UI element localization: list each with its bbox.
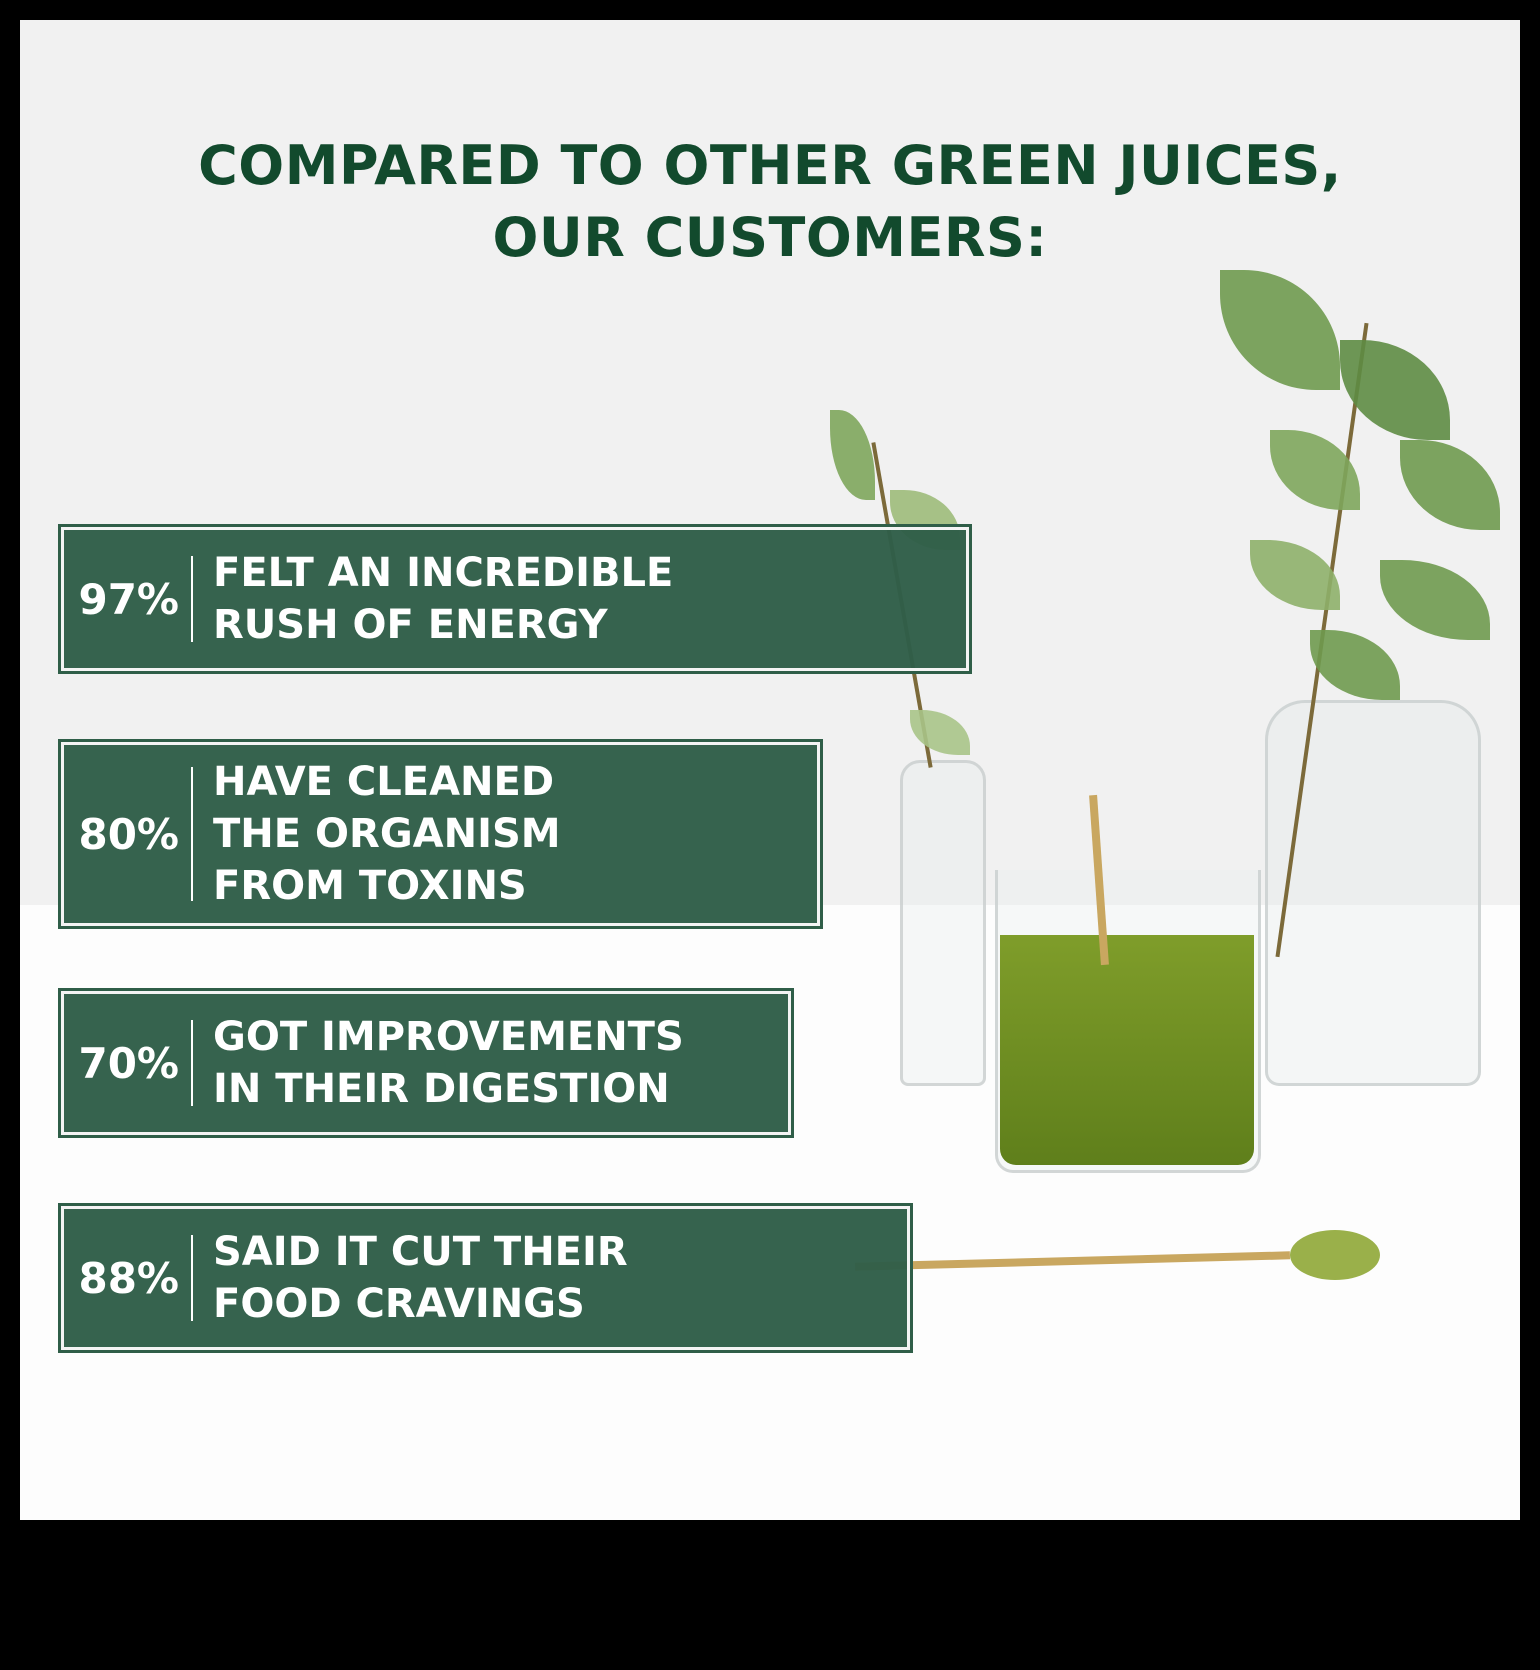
stat-line: FELT AN INCREDIBLE	[213, 550, 674, 596]
stat-box-energy: 97% FELT AN INCREDIBLE RUSH OF ENERGY	[58, 524, 972, 674]
water-jar-image	[1265, 700, 1481, 1086]
leaf	[1400, 440, 1500, 530]
leaf	[1380, 560, 1490, 640]
stat-line: FROM TOXINS	[213, 863, 527, 909]
headline: COMPARED TO OTHER GREEN JUICES, OUR CUST…	[20, 130, 1520, 274]
leaf	[1340, 340, 1450, 440]
infographic: COMPARED TO OTHER GREEN JUICES, OUR CUST…	[20, 20, 1520, 1520]
stat-percent: 80%	[78, 809, 179, 859]
leaf	[1250, 540, 1340, 610]
stat-text: GOT IMPROVEMENTS IN THEIR DIGESTION	[193, 1011, 684, 1115]
leaf	[910, 710, 970, 755]
leaf	[1270, 430, 1360, 510]
glass-bottle-image	[900, 760, 986, 1086]
stat-line: THE ORGANISM	[213, 811, 561, 857]
divider	[191, 556, 193, 642]
leaf	[1310, 630, 1400, 700]
stat-text: FELT AN INCREDIBLE RUSH OF ENERGY	[193, 547, 673, 651]
stat-box-cravings: 88% SAID IT CUT THEIR FOOD CRAVINGS	[58, 1203, 913, 1353]
stat-percent: 88%	[78, 1253, 179, 1303]
stat-line: GOT IMPROVEMENTS	[213, 1014, 684, 1060]
headline-line-1: COMPARED TO OTHER GREEN JUICES,	[198, 134, 1342, 197]
leaf	[830, 410, 875, 500]
divider	[191, 1020, 193, 1106]
stat-text: SAID IT CUT THEIR FOOD CRAVINGS	[193, 1226, 628, 1330]
stat-box-toxins: 80% HAVE CLEANED THE ORGANISM FROM TOXIN…	[58, 739, 823, 929]
green-juice-image	[1000, 935, 1254, 1165]
stat-percent: 70%	[78, 1038, 179, 1088]
divider	[191, 1235, 193, 1321]
stat-line: FOOD CRAVINGS	[213, 1281, 585, 1327]
stat-percent: 97%	[78, 574, 179, 624]
stat-box-digestion: 70% GOT IMPROVEMENTS IN THEIR DIGESTION	[58, 988, 794, 1138]
stat-line: RUSH OF ENERGY	[213, 602, 608, 648]
matcha-powder-image	[1290, 1230, 1380, 1280]
divider	[191, 767, 193, 901]
headline-line-2: OUR CUSTOMERS:	[492, 206, 1048, 269]
leaf	[1220, 270, 1340, 390]
stat-line: SAID IT CUT THEIR	[213, 1229, 628, 1275]
stat-text: HAVE CLEANED THE ORGANISM FROM TOXINS	[193, 756, 561, 912]
stat-line: HAVE CLEANED	[213, 759, 555, 805]
stat-line: IN THEIR DIGESTION	[213, 1066, 670, 1112]
